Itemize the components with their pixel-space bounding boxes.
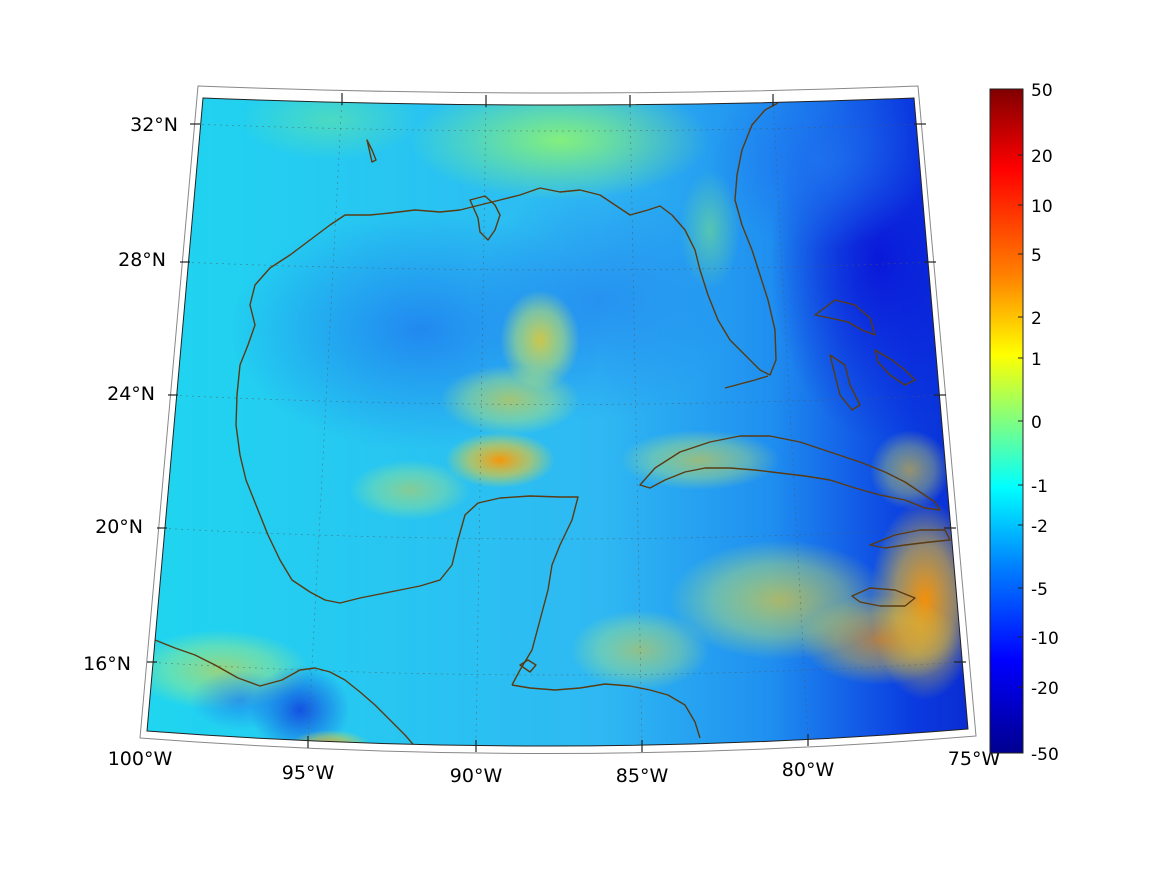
graticule <box>147 98 963 747</box>
lat-label-28: 28°N <box>118 249 166 271</box>
coast-bahamas <box>814 299 876 336</box>
frame-ticks <box>147 93 966 752</box>
colorbar-label-5: 5 <box>1031 246 1042 266</box>
lat-label-24: 24°N <box>107 383 155 405</box>
colorbar-label-neg5: -5 <box>1031 580 1048 600</box>
colorbar-label-10: 10 <box>1031 197 1053 217</box>
colorbar: 50 20 10 5 2 1 0 -1 -2 -5 -10 -20 -50 <box>989 81 1059 765</box>
colorbar-labels: 50 20 10 5 2 1 0 -1 -2 -5 -10 -20 -50 <box>1031 81 1059 765</box>
colorbar-label-neg20: -20 <box>1031 679 1059 699</box>
colorbar-ticks <box>1018 154 1023 688</box>
lon-label-95: 95°W <box>282 762 335 784</box>
colorbar-label-neg10: -10 <box>1031 629 1059 649</box>
coast-florida-keys <box>724 375 769 389</box>
graticule-lat-28 <box>179 261 935 271</box>
colorbar-label-neg50: -50 <box>1031 745 1059 765</box>
lat-label-32: 32°N <box>130 114 178 136</box>
colorbar-label-50: 50 <box>1031 81 1053 101</box>
coast-gulf-north <box>539 102 779 376</box>
colorbar-label-neg1: -1 <box>1031 477 1048 497</box>
lon-label-85: 85°W <box>616 765 669 787</box>
colorbar-label-2: 2 <box>1031 309 1042 329</box>
coast-jamaica <box>851 587 916 607</box>
colorbar-label-1: 1 <box>1031 350 1042 370</box>
lat-label-16: 16°N <box>83 653 131 675</box>
lon-label-80: 80°W <box>782 759 835 781</box>
lat-label-20: 20°N <box>95 516 143 538</box>
map-area <box>147 98 968 747</box>
field-north-green <box>410 98 710 200</box>
coast-central-america <box>154 639 419 747</box>
colorbar-label-0: 0 <box>1031 413 1042 433</box>
graticule-lat-20 <box>156 527 953 540</box>
map-frame <box>146 97 969 747</box>
coastlines <box>154 102 951 747</box>
coast-hispaniola <box>869 529 951 549</box>
field-yucatan-hotspot <box>445 432 555 488</box>
lon-label-100: 100°W <box>108 748 173 770</box>
longitude-labels: 100°W 95°W 90°W 85°W 80°W 75°W <box>108 748 1001 787</box>
lon-label-90: 90°W <box>450 765 503 787</box>
coast-cuba <box>639 435 941 511</box>
colorbar-label-neg2: -2 <box>1031 517 1048 537</box>
coast-gulf-west <box>235 187 579 686</box>
map-frame-outer <box>139 85 977 755</box>
colorbar-label-20: 20 <box>1031 147 1053 167</box>
graticule-lon-80 <box>772 98 809 741</box>
coast-honduras <box>511 683 701 739</box>
latitude-labels: 32°N 28°N 24°N 20°N 16°N <box>83 114 178 675</box>
lon-label-75: 75°W <box>948 748 1001 770</box>
graticule-lat-24 <box>167 394 945 405</box>
colorbar-ramp <box>989 88 1024 754</box>
